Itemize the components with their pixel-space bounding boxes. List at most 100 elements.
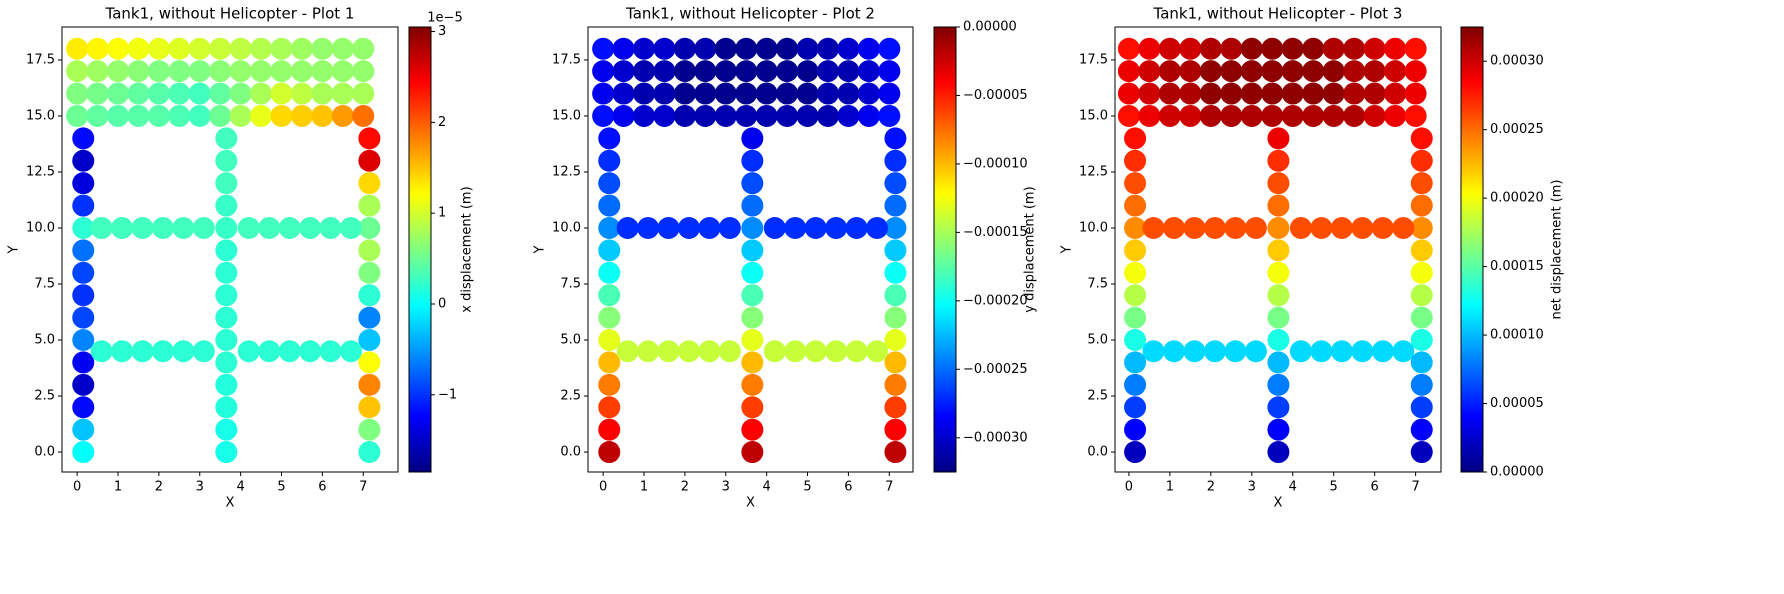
point (215, 329, 238, 352)
point (1124, 396, 1147, 419)
x-axis-label: X (226, 496, 235, 511)
point (1267, 149, 1290, 172)
point (127, 60, 150, 83)
point (1261, 37, 1284, 60)
point (884, 329, 907, 352)
point (1267, 172, 1290, 195)
colorbar-tick-label: 0.00010 (1490, 328, 1544, 343)
point (1310, 340, 1333, 363)
point (1261, 82, 1284, 105)
point (215, 261, 238, 284)
colorbar-offset: 1e−5 (427, 11, 462, 26)
x-tick-label: 7 (1411, 480, 1419, 495)
point (866, 340, 889, 363)
point (331, 82, 354, 105)
point (1138, 82, 1161, 105)
point (884, 194, 907, 217)
point (653, 60, 676, 83)
y-tick-label: 10.0 (552, 220, 581, 235)
point (358, 351, 381, 374)
point (884, 216, 907, 239)
point (1179, 37, 1202, 60)
point (884, 284, 907, 307)
point (612, 60, 635, 83)
point (1203, 216, 1226, 239)
point (1158, 82, 1181, 105)
point (209, 60, 232, 83)
point (90, 216, 113, 239)
y-tick-label: 2.5 (34, 389, 55, 404)
point (215, 149, 238, 172)
point (215, 441, 238, 464)
point (215, 351, 238, 374)
x-tick-label: 2 (1207, 480, 1215, 495)
point (1410, 149, 1433, 172)
point (796, 37, 819, 60)
point (358, 194, 381, 217)
point (168, 37, 191, 60)
point (209, 37, 232, 60)
x-tick-label: 1 (1166, 480, 1174, 495)
point (1410, 351, 1433, 374)
point (1267, 239, 1290, 262)
y-tick-label: 10.0 (26, 220, 55, 235)
point (698, 340, 721, 363)
point (1281, 60, 1304, 83)
point (258, 340, 281, 363)
point (1183, 340, 1206, 363)
point (1267, 261, 1290, 284)
point (884, 127, 907, 150)
point (229, 60, 252, 83)
y-tick-label: 5.0 (560, 333, 581, 348)
x-axis-label: X (746, 496, 755, 511)
point (168, 82, 191, 105)
point (1124, 239, 1147, 262)
point (1410, 127, 1433, 150)
point (735, 82, 758, 105)
point (72, 351, 95, 374)
point (1124, 441, 1147, 464)
point (816, 104, 839, 127)
point (1124, 127, 1147, 150)
x-tick-label: 0 (73, 480, 81, 495)
point (319, 216, 342, 239)
point (127, 104, 150, 127)
point (1240, 104, 1263, 127)
point (1410, 418, 1433, 441)
point (278, 340, 301, 363)
point (331, 60, 354, 83)
point (258, 216, 281, 239)
points (66, 37, 381, 464)
point (598, 172, 621, 195)
point (72, 127, 95, 150)
point (147, 60, 170, 83)
y-tick-label: 17.5 (1079, 52, 1108, 67)
point (1410, 306, 1433, 329)
point (215, 373, 238, 396)
point (653, 104, 676, 127)
point (358, 284, 381, 307)
point (72, 373, 95, 396)
point (616, 340, 639, 363)
point (884, 261, 907, 284)
point (1158, 37, 1181, 60)
point (1363, 37, 1386, 60)
point (1404, 37, 1427, 60)
point (188, 37, 211, 60)
point (66, 82, 89, 105)
point (72, 194, 95, 217)
x-tick-label: 6 (844, 480, 852, 495)
point (741, 329, 764, 352)
point (72, 418, 95, 441)
point (755, 37, 778, 60)
point (735, 37, 758, 60)
point (1220, 82, 1243, 105)
point (741, 284, 764, 307)
colorbar-tick-label: −0.00015 (963, 225, 1028, 240)
point (215, 239, 238, 262)
point (1302, 82, 1325, 105)
point (215, 418, 238, 441)
point (278, 216, 301, 239)
point (72, 239, 95, 262)
point (598, 284, 621, 307)
